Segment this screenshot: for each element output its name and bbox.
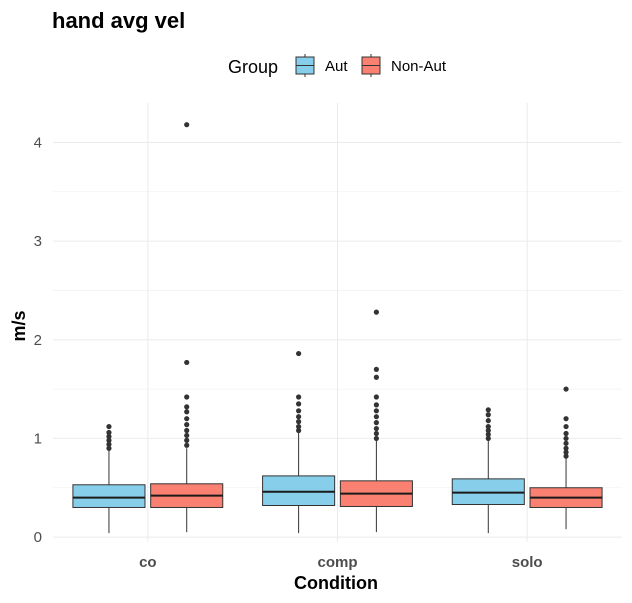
- outlier-point-3: [373, 420, 379, 426]
- outlier-point-8: [184, 394, 190, 400]
- outlier-point-6: [563, 423, 569, 430]
- outlier-point-3: [296, 414, 302, 420]
- y-axis-ticks: 0 1 2 3 4: [34, 134, 42, 546]
- outlier-point-5: [373, 408, 379, 414]
- outlier-point-1: [106, 441, 112, 447]
- outlier-point-3: [485, 423, 491, 430]
- outlier-point-0: [563, 453, 569, 459]
- legend-label-non-aut: Non-Aut: [391, 58, 447, 75]
- outlier-point-1: [485, 431, 491, 438]
- x-tick-label-solo: solo: [512, 554, 543, 571]
- outlier-point-1: [184, 437, 190, 443]
- outlier-point-7: [373, 394, 379, 400]
- outlier-point-5: [106, 423, 112, 430]
- outlier-point-10: [184, 122, 190, 128]
- outlier-point-2: [296, 419, 302, 425]
- outlier-point-5: [184, 416, 190, 422]
- outlier-point-3: [563, 440, 569, 446]
- outlier-point-6: [184, 409, 190, 415]
- y-tick-label-1: 1: [34, 430, 42, 447]
- outlier-point-4: [106, 429, 112, 436]
- outlier-point-2: [485, 427, 491, 434]
- outlier-point-5: [485, 412, 491, 418]
- outlier-point-7: [296, 350, 302, 357]
- outlier-point-2: [373, 425, 379, 432]
- outlier-point-6: [373, 402, 379, 408]
- outlier-point-10: [373, 309, 379, 315]
- outlier-point-0: [106, 445, 112, 451]
- outlier-point-3: [184, 427, 190, 434]
- outlier-point-8: [373, 374, 379, 380]
- gridlines: [53, 103, 622, 542]
- legend-title: Group: [228, 57, 278, 77]
- x-tick-label-comp: comp: [317, 554, 357, 571]
- box-aut-solo: [451, 407, 525, 534]
- outlier-point-0: [184, 442, 190, 448]
- outlier-point-7: [563, 416, 569, 422]
- outlier-point-4: [373, 414, 379, 420]
- outlier-point-5: [563, 430, 569, 437]
- box-aut-comp: [262, 350, 336, 534]
- outlier-point-2: [106, 437, 112, 443]
- outlier-point-7: [184, 404, 190, 410]
- outlier-point-0: [485, 435, 491, 442]
- plot-area: [72, 122, 603, 534]
- legend-key-aut: [295, 54, 315, 77]
- outlier-point-4: [296, 408, 302, 414]
- x-axis-label: Condition: [294, 573, 378, 593]
- y-tick-label-3: 3: [34, 233, 42, 250]
- outlier-point-2: [184, 432, 190, 439]
- outlier-point-1: [563, 449, 569, 455]
- box-non-aut-co: [150, 122, 224, 533]
- outlier-point-6: [296, 394, 302, 400]
- y-tick-label-2: 2: [34, 332, 42, 349]
- outlier-point-3: [106, 433, 112, 440]
- y-tick-label-4: 4: [34, 134, 42, 151]
- outlier-point-1: [296, 423, 302, 430]
- x-axis-ticks: co comp solo: [139, 554, 543, 571]
- outlier-point-9: [373, 366, 379, 372]
- outlier-point-9: [184, 359, 190, 366]
- box-iqr: [72, 484, 146, 508]
- legend: Group Aut Non-Aut: [228, 54, 447, 77]
- legend-key-non-aut: [361, 54, 381, 77]
- outlier-point-6: [485, 407, 491, 413]
- outlier-point-5: [296, 401, 302, 407]
- y-tick-label-0: 0: [34, 529, 42, 546]
- outlier-point-2: [563, 445, 569, 451]
- box-aut-co: [72, 423, 146, 534]
- outlier-point-4: [485, 418, 491, 424]
- chart-title: hand avg vel: [52, 8, 185, 33]
- x-tick-label-co: co: [139, 554, 157, 571]
- legend-label-aut: Aut: [325, 58, 348, 75]
- outlier-point-1: [373, 430, 379, 437]
- outlier-point-4: [563, 435, 569, 442]
- box-non-aut-solo: [529, 386, 603, 530]
- outlier-point-8: [563, 386, 569, 392]
- outlier-point-0: [296, 427, 302, 434]
- box-non-aut-comp: [339, 309, 413, 533]
- y-axis-label: m/s: [9, 310, 29, 341]
- outlier-point-0: [373, 435, 379, 442]
- outlier-point-4: [184, 422, 190, 428]
